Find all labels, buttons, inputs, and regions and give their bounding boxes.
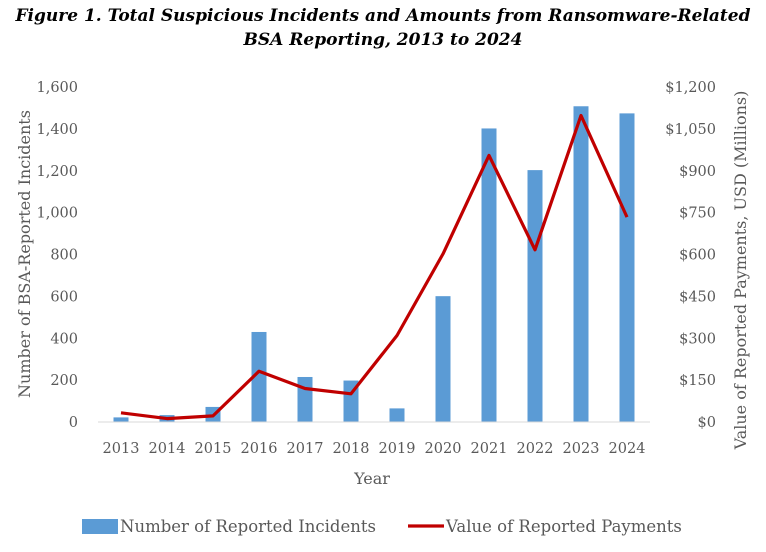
legend-label-payments: Value of Reported Payments [445, 517, 682, 536]
x-tick-label: 2014 [149, 441, 186, 457]
bar-2013 [113, 417, 129, 422]
bar-2024 [619, 113, 635, 422]
left-axis-title: Number of BSA-Reported Incidents [15, 110, 34, 398]
bar-2020 [435, 296, 451, 422]
left-tick-label: 400 [50, 331, 78, 347]
chart-title-line1: Figure 1. Total Suspicious Incidents and… [15, 6, 751, 26]
legend-label-incidents: Number of Reported Incidents [120, 517, 376, 536]
left-tick-label: 600 [50, 289, 78, 305]
left-tick-label: 1,200 [36, 164, 78, 180]
left-tick-label: 1,000 [36, 206, 78, 222]
left-tick-label: 1,400 [36, 122, 78, 138]
chart-title: Figure 1. Total Suspicious Incidents and… [0, 4, 766, 52]
left-tick-label: 200 [50, 373, 78, 389]
right-tick-label: $1,200 [665, 80, 716, 96]
left-tick-label: 800 [50, 248, 78, 264]
legend-swatch-incidents [82, 519, 118, 534]
right-tick-label: $0 [698, 415, 716, 431]
right-tick-label: $450 [679, 289, 716, 305]
left-tick-label: 1,600 [36, 80, 78, 96]
right-tick-label: $300 [679, 331, 716, 347]
right-tick-label: $150 [679, 373, 716, 389]
bar-2017 [297, 376, 313, 422]
right-tick-label: $900 [679, 164, 716, 180]
bar-2023 [573, 106, 589, 422]
x-tick-label: 2021 [471, 441, 508, 457]
x-tick-label: 2016 [241, 441, 278, 457]
x-tick-label: 2023 [563, 441, 600, 457]
payments-line [120, 113, 629, 421]
bar-2016 [251, 331, 267, 422]
bar-2019 [389, 408, 405, 422]
right-tick-label: $750 [679, 206, 716, 222]
bar-2021 [481, 128, 497, 423]
x-tick-label: 2022 [517, 441, 554, 457]
right-tick-label: $1,050 [665, 122, 716, 138]
x-tick-label: 2013 [103, 441, 140, 457]
x-tick-label: 2024 [609, 441, 646, 457]
right-axis-ticks: $0 $150 $300 $450 $600 $750 $900 $1,050 $1,200 [665, 80, 716, 431]
x-tick-label: 2019 [379, 441, 416, 457]
x-tick-label: 2020 [425, 441, 462, 457]
x-tick-label: 2018 [333, 441, 370, 457]
right-tick-label: $600 [679, 248, 716, 264]
legend: Number of Reported Incidents Value of Re… [82, 517, 682, 536]
right-axis-title: Value of Reported Payments, USD (Million… [731, 91, 750, 451]
x-tick-label: 2017 [287, 441, 324, 457]
bar-2022 [527, 170, 543, 422]
x-tick-label: 2015 [195, 441, 232, 457]
x-axis-ticks: 2013 2014 2015 2016 2017 2018 2019 2020 2021 2022… [103, 441, 646, 457]
chart-title-line2: BSA Reporting, 2013 to 2024 [243, 30, 523, 50]
left-tick-label: 0 [69, 415, 78, 431]
x-axis-title: Year [353, 469, 390, 488]
left-axis-ticks: 0 200 400 600 800 1,000 1,200 1,400 1,600 [36, 80, 78, 431]
incident-bars [113, 106, 635, 423]
